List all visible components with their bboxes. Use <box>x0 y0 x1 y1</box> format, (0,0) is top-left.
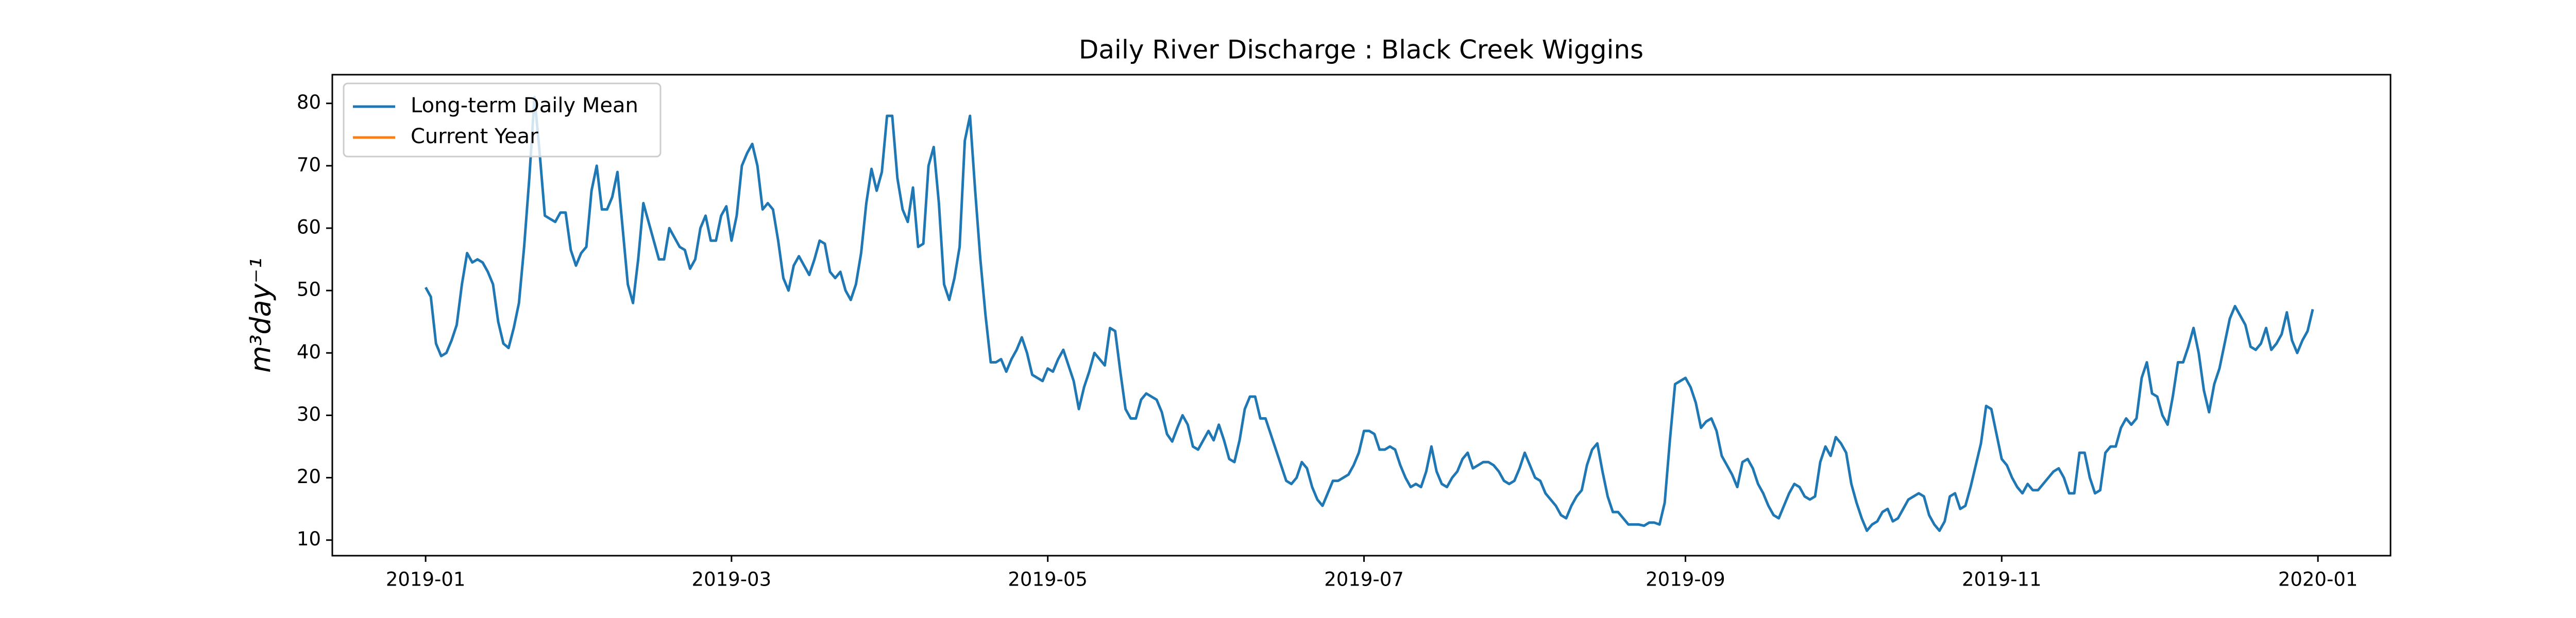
legend-text: Current Year <box>411 125 538 148</box>
x-tick-label: 2019-05 <box>1008 569 1088 591</box>
x-tick-label: 2019-11 <box>1962 569 2042 591</box>
y-tick-label: 50 <box>297 279 321 301</box>
y-tick-label: 30 <box>297 403 321 425</box>
x-tick-label: 2019-03 <box>692 569 772 591</box>
data-line <box>424 96 2314 533</box>
legend-box <box>343 82 662 158</box>
y-tick-label: 10 <box>297 528 321 550</box>
y-tick-label: 70 <box>297 153 321 176</box>
x-tick-label: 2020-01 <box>2278 569 2358 591</box>
x-tick-label: 2019-09 <box>1646 569 1725 591</box>
y-axis-label: m³day⁻¹ <box>245 258 277 373</box>
x-tick-label: 2019-01 <box>386 569 466 591</box>
chart-title: Daily River Discharge : Black Creek Wigg… <box>1079 35 1643 65</box>
y-tick-label: 60 <box>297 216 321 238</box>
legend-text: Long-term Daily Mean <box>411 94 638 117</box>
y-tick-label: 80 <box>297 91 321 113</box>
y-tick-label: 40 <box>297 341 321 363</box>
x-tick-label: 2019-07 <box>1324 569 1404 591</box>
y-tick-label: 20 <box>297 466 321 488</box>
plot-frame <box>331 74 2392 557</box>
